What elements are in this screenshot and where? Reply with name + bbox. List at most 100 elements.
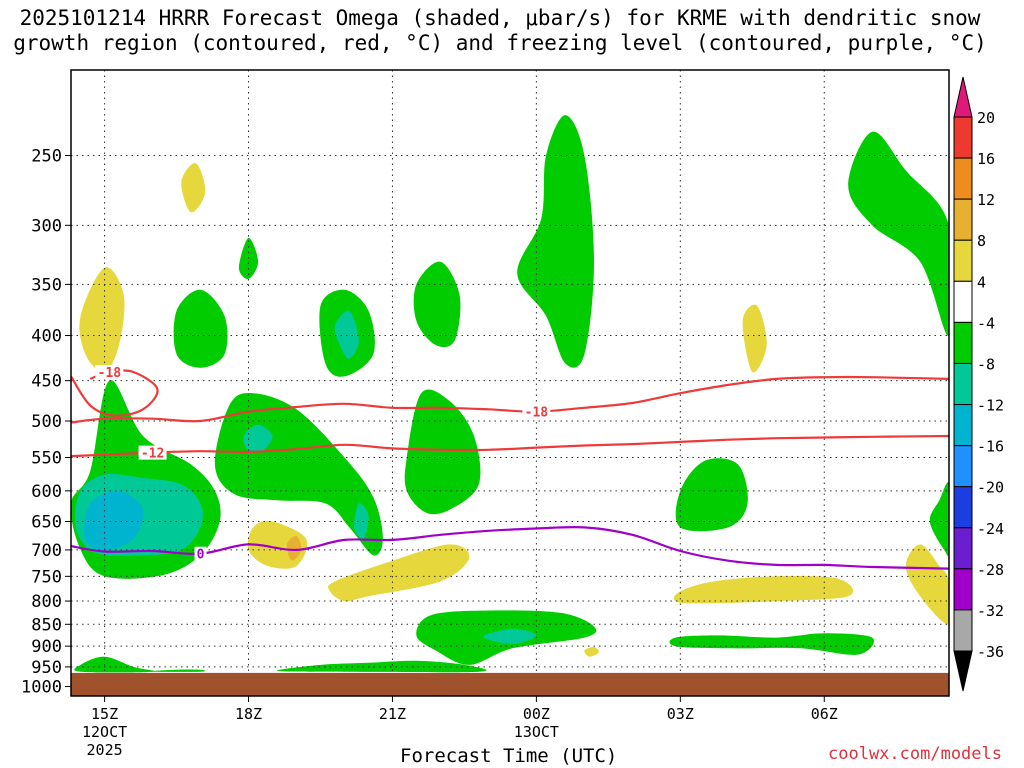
colorbar-label: -12 (977, 397, 1004, 415)
source-credit: coolwx.com/models (828, 744, 1002, 764)
contour-label-bg (95, 365, 124, 380)
y-tick-label: 600 (31, 482, 62, 502)
contour-line (71, 434, 949, 458)
y-tick-label: 450 (31, 372, 62, 392)
omega-region (669, 633, 875, 655)
colorbar-label: -4 (977, 314, 995, 332)
x-tick-label: 21Z (379, 705, 406, 723)
omega-region (243, 424, 273, 453)
x-tick-date: 13OCT (514, 723, 559, 741)
colorbar-label: -28 (977, 561, 1004, 579)
contour-line (71, 375, 949, 424)
y-axis: 2503003504004505005506006507007508008509… (21, 146, 71, 698)
colorbar-label: -16 (977, 438, 1004, 456)
contour-label-bg (194, 546, 207, 561)
colorbar-label: -24 (977, 520, 1004, 538)
colorbar-bottom-arrow (953, 650, 973, 692)
ground-below-surface (71, 672, 949, 696)
x-tick-label: 15Z (91, 705, 118, 723)
y-tick-label: 900 (31, 637, 62, 657)
x-axis-title: Forecast Time (UTC) (400, 745, 618, 767)
y-tick-label: 500 (31, 412, 62, 432)
y-tick-label: 800 (31, 592, 62, 612)
colorbar-label: 16 (977, 150, 995, 168)
y-tick-label: 750 (31, 567, 62, 587)
x-tick-year: 2025 (87, 741, 123, 759)
x-tick-label: 03Z (667, 705, 694, 723)
colorbar-swatch (953, 568, 973, 611)
omega-region (584, 646, 599, 657)
omega-region (517, 115, 594, 368)
colorbar-label: -8 (977, 355, 995, 373)
grid-lines (71, 70, 949, 696)
colorbar-swatch (953, 362, 973, 406)
omega-region (929, 482, 949, 556)
colorbar-label: -32 (977, 602, 1004, 620)
omega-shading (71, 115, 949, 673)
contour-label: -18 (98, 366, 122, 381)
contour-label-bg (138, 445, 167, 460)
x-tick-label: 00Z (523, 705, 550, 723)
omega-region (276, 660, 487, 673)
contour-label-bg (522, 404, 551, 419)
colorbar-label: -36 (977, 643, 1004, 661)
colorbar-label: 4 (977, 273, 986, 291)
y-tick-label: 300 (31, 216, 62, 236)
colorbar-swatch (953, 609, 973, 652)
omega-region (334, 310, 359, 359)
omega-region (79, 267, 125, 373)
colorbar-swatch (953, 239, 973, 282)
omega-region (84, 490, 144, 550)
omega-region (147, 669, 206, 672)
y-tick-label: 950 (31, 658, 62, 678)
contours: -18 -18 -12 0 (71, 365, 949, 570)
x-tick-date: 12OCT (82, 723, 127, 741)
colorbar-label: -20 (977, 479, 1004, 497)
omega-region (673, 576, 854, 604)
omega-region (742, 304, 767, 373)
colorbar: 20 16 12 8 4 -4 -8 -12 -16 -20 -24 -28 -32 -36 (953, 76, 1004, 692)
y-tick-label: 350 (31, 275, 62, 295)
plot-frame (70, 69, 950, 697)
colorbar-swatch (953, 404, 973, 447)
omega-region (905, 544, 949, 625)
x-tick-label: 18Z (235, 705, 262, 723)
y-tick-label: 250 (31, 146, 62, 166)
omega-region (413, 261, 461, 348)
omega-region (848, 131, 949, 336)
title-line-1: 2025101214 HRRR Forecast Omega (shaded, … (19, 6, 981, 30)
omega-region (353, 503, 369, 540)
y-tick-label: 550 (31, 449, 62, 469)
contour-label: -18 (525, 406, 549, 421)
y-tick-label: 850 (31, 615, 62, 635)
omega-region (483, 628, 537, 645)
colorbar-label: 20 (977, 109, 995, 127)
title-line-2: growth region (contoured, red, °C) and f… (13, 31, 987, 55)
contour-label: -12 (141, 447, 164, 462)
omega-region (286, 535, 302, 561)
colorbar-top-arrow (953, 76, 973, 118)
omega-region (181, 162, 206, 213)
colorbar-swatch (953, 198, 973, 241)
y-tick-label: 700 (31, 541, 62, 561)
y-tick-label: 400 (31, 327, 62, 347)
y-tick-label: 1000 (21, 678, 62, 698)
colorbar-swatch (953, 486, 973, 529)
colorbar-swatch (953, 157, 973, 200)
omega-region (74, 656, 155, 673)
colorbar-label: 12 (977, 191, 995, 209)
omega-region (173, 289, 228, 368)
omega-region (327, 544, 470, 602)
x-tick-label: 06Z (811, 705, 838, 723)
y-tick-label: 650 (31, 513, 62, 533)
colorbar-swatch (953, 116, 973, 159)
colorbar-label: 8 (977, 232, 986, 250)
colorbar-swatch (953, 527, 973, 570)
omega-region (675, 458, 748, 532)
colorbar-swatch (953, 321, 973, 364)
chart-title: 2025101214 HRRR Forecast Omega (shaded, … (0, 6, 1000, 56)
colorbar-swatch (953, 280, 973, 323)
contour-label: 0 (197, 548, 205, 563)
